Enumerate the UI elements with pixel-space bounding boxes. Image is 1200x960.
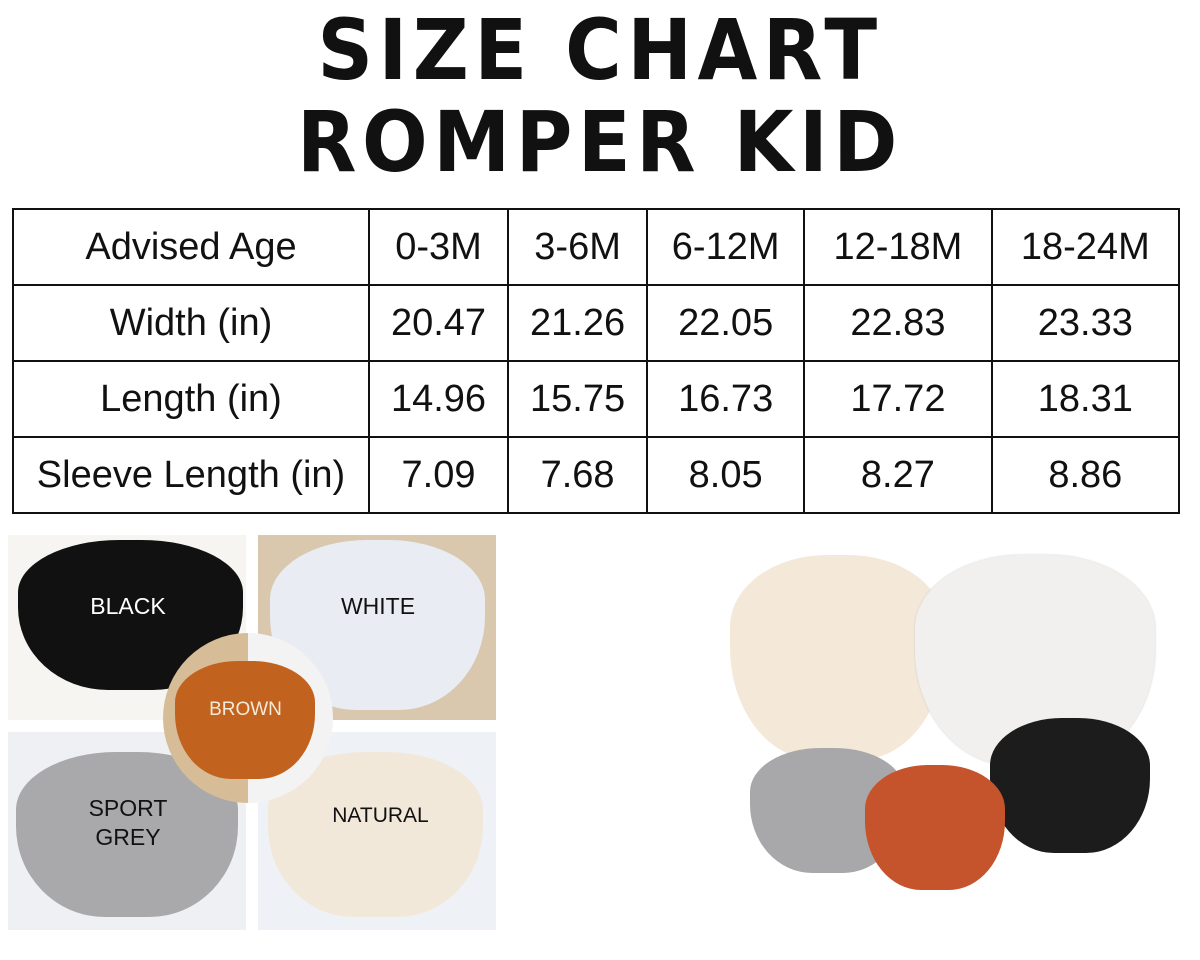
table-cell: 7.09 — [367, 436, 510, 514]
table-cell: 8.86 — [990, 436, 1181, 514]
table-cell: 15.75 — [507, 360, 649, 438]
sweater-natural — [730, 555, 945, 760]
label-white: WHITE — [340, 593, 416, 619]
table-row: Width (in) 20.47 21.26 22.05 22.83 23.33 — [12, 284, 1181, 362]
table-cell: 22.05 — [646, 284, 806, 362]
table-cell: Length (in) — [12, 360, 370, 438]
table-cell: 6-12M — [646, 208, 806, 286]
label-brown: BROWN — [209, 699, 282, 720]
table-cell: 7.68 — [507, 436, 649, 514]
table-cell: 8.27 — [803, 436, 993, 514]
product-photo-group — [720, 550, 1170, 895]
table-cell: 22.83 — [803, 284, 993, 362]
table-cell: 12-18M — [803, 208, 993, 286]
table-cell: 0-3M — [367, 208, 510, 286]
label-grey-line2: GREY — [95, 824, 161, 850]
table-cell: 23.33 — [990, 284, 1181, 362]
sweater-brown — [865, 765, 1005, 890]
table-row: Sleeve Length (in) 7.09 7.68 8.05 8.27 8… — [12, 436, 1181, 514]
photo-black: BLACK — [8, 535, 246, 720]
table-cell: 16.73 — [646, 360, 806, 438]
photo-brown: BROWN — [163, 633, 333, 803]
table-cell: 14.96 — [367, 360, 510, 438]
table-cell: 8.05 — [646, 436, 806, 514]
table-cell: 18-24M — [990, 208, 1181, 286]
title-line-2: ROMPER KID — [297, 93, 903, 191]
table-cell: Width (in) — [12, 284, 370, 362]
table-cell: 18.31 — [990, 360, 1181, 438]
table-cell: Sleeve Length (in) — [12, 436, 370, 514]
table-row: Length (in) 14.96 15.75 16.73 17.72 18.3… — [12, 360, 1181, 438]
label-black: BLACK — [90, 593, 166, 619]
label-grey-line1: SPORT — [88, 795, 168, 821]
table-cell: 21.26 — [507, 284, 649, 362]
table-cell: Advised Age — [12, 208, 370, 286]
size-table: Advised Age 0-3M 3-6M 6-12M 12-18M 18-24… — [12, 208, 1181, 514]
title-line-1: SIZE CHART — [317, 1, 883, 99]
sweater-black — [990, 718, 1150, 853]
table-cell: 17.72 — [803, 360, 993, 438]
table-cell: 3-6M — [507, 208, 649, 286]
table-header-row: Advised Age 0-3M 3-6M 6-12M 12-18M 18-24… — [12, 208, 1181, 286]
label-natural: NATURAL — [332, 804, 429, 827]
table-cell: 20.47 — [367, 284, 510, 362]
romper-brown — [175, 661, 315, 779]
